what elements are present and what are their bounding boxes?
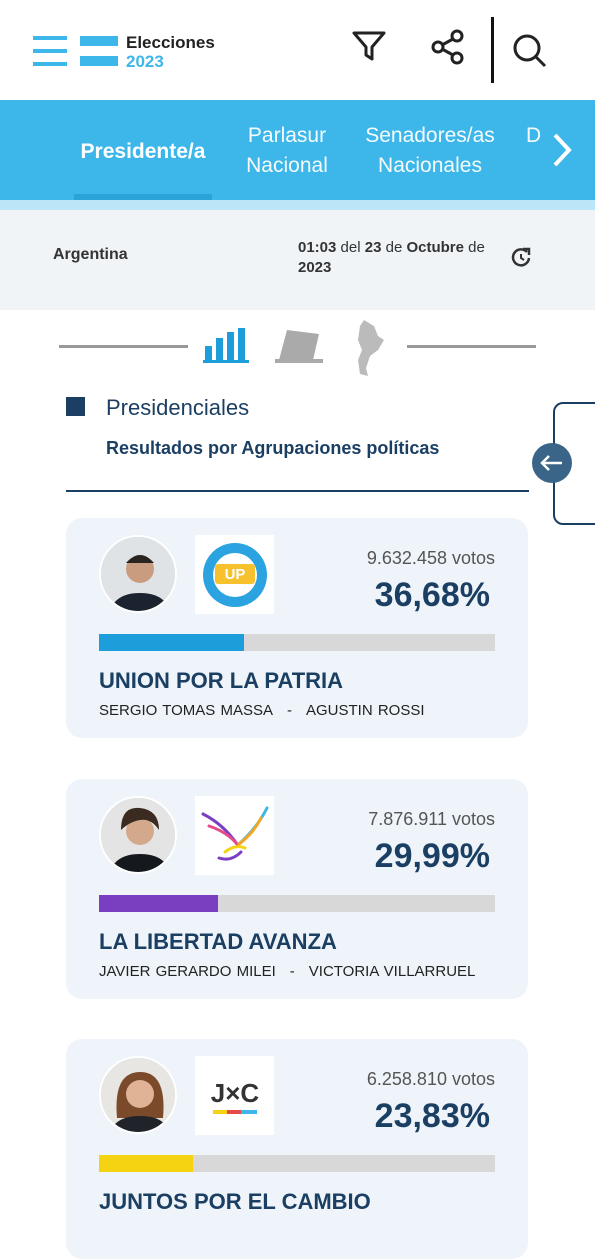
- tab[interactable]: Parlasur Nacional: [246, 124, 328, 177]
- bars-view[interactable]: [203, 326, 249, 364]
- filter-button[interactable]: [352, 30, 386, 62]
- side-panel-toggle[interactable]: [531, 442, 573, 484]
- info-strip: Argentina 01:03 del 23 de Octubre de 202…: [0, 210, 595, 310]
- share-button[interactable]: [431, 29, 465, 65]
- date-word: de: [468, 239, 485, 256]
- votes: 7.876.911 votos: [368, 809, 495, 829]
- progress-track: [99, 634, 495, 651]
- party-name: LA LIBERTAD AVANZA: [99, 929, 337, 954]
- party-name: JUNTOS POR EL CAMBIO: [99, 1189, 371, 1214]
- date: 01:03 del 23 de Octubre de 2023: [298, 238, 498, 278]
- percent: 36,68%: [374, 576, 490, 614]
- section-rule: [66, 490, 529, 492]
- logo-text: J×C: [211, 1078, 260, 1108]
- percent: 23,83%: [374, 1097, 490, 1135]
- candidate: AGUSTIN ROSSI: [306, 702, 425, 719]
- tab[interactable]: Presidente/a: [80, 140, 206, 163]
- section-title: Presidenciales: [106, 395, 250, 420]
- menu-button[interactable]: [33, 36, 67, 66]
- year: 2023: [298, 259, 332, 276]
- day: 23: [364, 239, 382, 256]
- flag-logo: [80, 36, 118, 66]
- separator: -: [289, 963, 295, 980]
- rule: [59, 345, 188, 348]
- top-bar: Elecciones 2023: [0, 0, 595, 100]
- progress-track: [99, 895, 495, 912]
- progress-track: [99, 1155, 495, 1172]
- party-card: UP 9.632.458 votos 36,68% UNION POR LA P…: [66, 518, 528, 738]
- logo-text: UP: [225, 566, 246, 583]
- candidate-photo: [99, 535, 177, 613]
- search-button[interactable]: [512, 33, 548, 69]
- brand: Elecciones: [126, 33, 215, 52]
- tab-next[interactable]: [545, 125, 595, 175]
- progress-bar: [99, 895, 218, 912]
- percent: 29,99%: [374, 837, 490, 875]
- party-logo: J×C: [195, 1056, 274, 1135]
- separator: -: [287, 702, 292, 719]
- rule: [407, 345, 536, 348]
- divider: [491, 17, 494, 83]
- progress-bar: [99, 1155, 194, 1172]
- section-marker: [66, 397, 85, 416]
- tab-indicator: [74, 194, 212, 200]
- shadow: [0, 200, 595, 210]
- month: Octubre: [406, 239, 464, 256]
- tab-bar: Presidente/a Parlasur Nacional Senadores…: [0, 100, 595, 200]
- ballot-view[interactable]: [275, 326, 325, 364]
- party-logo: UP: [195, 535, 274, 614]
- tab[interactable]: Senadores/as Nacionales: [365, 124, 495, 177]
- party-card: J×C 6.258.810 votos 23,83% JUNTOS POR EL…: [66, 1039, 528, 1259]
- date-word: de: [385, 239, 403, 256]
- date-word: del: [340, 239, 361, 256]
- votes: 6.258.810 votos: [366, 1069, 495, 1089]
- candidate: VICTORIA VILLARRUEL: [308, 963, 476, 980]
- candidates: SERGIO TOMAS MASSA - AGUSTIN ROSSI: [99, 702, 439, 719]
- tab[interactable]: D: [526, 124, 540, 147]
- candidates: JAVIER GERARDO MILEI - VICTORIA VILLARRUEL: [99, 963, 489, 980]
- candidate-photo: [99, 1056, 177, 1134]
- party-name: UNION POR LA PATRIA: [99, 668, 344, 693]
- time: 01:03: [298, 239, 337, 256]
- brand-year: 2023: [126, 52, 164, 71]
- place: Argentina: [53, 246, 128, 263]
- party-logo: [195, 796, 274, 875]
- party-card: 7.876.911 votos 29,99% LA LIBERTAD AVANZ…: [66, 779, 528, 999]
- votes: 9.632.458 votos: [366, 548, 495, 568]
- candidate: JAVIER GERARDO MILEI: [99, 963, 276, 980]
- candidate-photo: [99, 796, 177, 874]
- refresh-button[interactable]: [510, 246, 532, 268]
- map-view[interactable]: [350, 318, 386, 378]
- section-subtitle: Resultados por Agrupaciones políticas: [106, 438, 440, 458]
- candidate: SERGIO TOMAS MASSA: [99, 702, 273, 719]
- progress-bar: [99, 634, 245, 651]
